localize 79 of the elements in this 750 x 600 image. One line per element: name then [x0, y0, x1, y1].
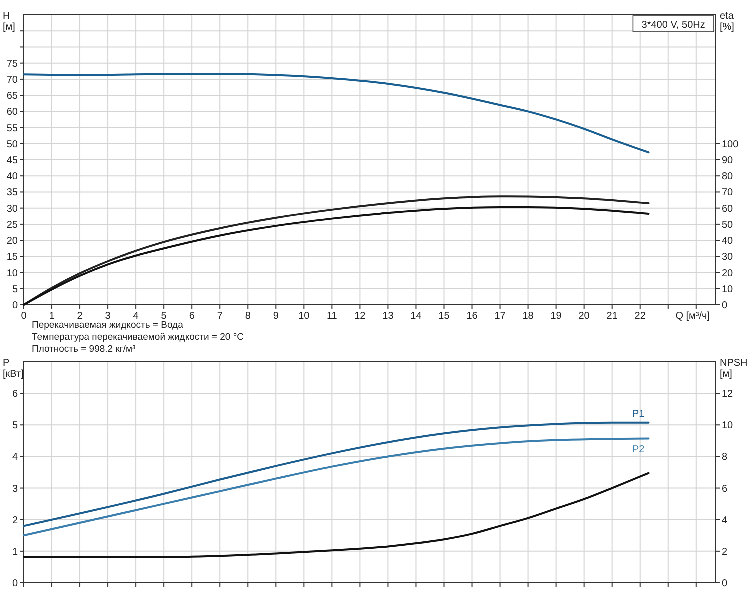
x-tick-label: 15	[438, 311, 450, 322]
y2-tick-label: 20	[722, 268, 734, 280]
x-tick-label: 6	[189, 311, 196, 322]
y2-tick-label: 0	[722, 300, 728, 312]
line-series	[23, 72, 650, 154]
x-tick-label: 11	[326, 311, 338, 322]
x-tick-label: 3	[105, 311, 112, 322]
y2-tick-label: 60	[722, 204, 734, 215]
y2-tick-label: 100	[722, 139, 740, 150]
x-tick-label: 4	[133, 311, 140, 322]
series-label: P1	[632, 408, 646, 420]
text: Температура перекачиваемой жидкости = 20 °C	[32, 332, 244, 343]
y-tick-label: 75	[6, 58, 18, 70]
line-series	[23, 422, 650, 528]
x-tick-label: 10	[298, 311, 310, 322]
y-tick-label: 0	[12, 300, 18, 312]
y2-tick-label: 50	[722, 220, 734, 231]
x-tick-label: 13	[382, 311, 394, 322]
y-tick-label: 15	[6, 252, 18, 264]
x-tick-label: 5	[161, 311, 168, 322]
y2-tick-label: 10	[722, 284, 734, 296]
y2-tick-label: 90	[722, 156, 734, 166]
x-tick-label: 2	[77, 311, 84, 322]
y-tick-label: 70	[6, 74, 18, 86]
y2-tick-label: 6	[722, 484, 728, 495]
y-tick-label: 50	[6, 139, 18, 150]
y2-axis-title: eta [%]	[720, 11, 735, 33]
y2-tick-label: 2	[722, 546, 728, 558]
x-tick-label: 19	[550, 311, 562, 322]
y-axis-title: P [кВт]	[3, 358, 24, 380]
x-tick-label: 1	[49, 311, 56, 322]
y-tick-label: 55	[6, 123, 18, 134]
y2-tick-label: 80	[722, 172, 734, 183]
x-tick-label: 8	[245, 311, 252, 322]
y-axis-title: H [м]	[3, 11, 16, 33]
x-tick-label: 12	[354, 311, 366, 322]
x-tick-label: 21	[606, 311, 618, 322]
text: Перекачиваемая жидкость = Вода	[32, 320, 184, 331]
y-tick-label: 4	[12, 452, 18, 464]
y-tick-label: 40	[6, 172, 18, 183]
y2-axis-title: NPSH [м]	[720, 358, 748, 380]
y2-tick-label: 12	[722, 389, 734, 400]
x-tick-label: 20	[578, 311, 590, 322]
y-tick-label: 30	[6, 204, 18, 215]
x-tick-label: 9	[273, 311, 280, 322]
y2-tick-label: 0	[722, 578, 728, 590]
series-label: P2	[632, 444, 646, 456]
x-axis-title: Q [м³/ч]	[676, 311, 710, 322]
y-tick-label: 25	[6, 220, 18, 231]
y2-tick-label: 30	[722, 252, 734, 264]
y-tick-label: 1	[12, 546, 18, 558]
x-tick-label: 18	[522, 311, 534, 322]
y-tick-label: 2	[12, 515, 18, 526]
y-tick-label: 6	[12, 389, 18, 400]
y2-tick-label: 10	[722, 420, 734, 432]
y-tick-label: 60	[6, 107, 18, 118]
y-tick-label: 5	[12, 284, 18, 296]
y-tick-label: 45	[6, 156, 18, 166]
y-tick-label: 20	[6, 236, 18, 248]
y2-tick-label: 8	[722, 452, 728, 464]
x-tick-label: 0	[21, 311, 28, 322]
y2-tick-label: 4	[722, 515, 728, 526]
text: Плотность = 998.2 кг/м³	[32, 344, 136, 355]
y-tick-label: 10	[6, 268, 18, 280]
x-tick-label: 14	[410, 311, 422, 322]
y-tick-label: 35	[6, 188, 18, 199]
y-tick-label: 0	[12, 578, 18, 590]
y-tick-label: 5	[12, 420, 18, 432]
annotation: 3*400 V, 50Hz	[642, 20, 706, 31]
x-tick-label: 22	[634, 311, 646, 322]
line-series	[23, 438, 650, 537]
y2-tick-label: 70	[722, 188, 734, 199]
x-tick-label: 16	[466, 311, 478, 322]
y-tick-label: 65	[6, 91, 18, 102]
x-tick-label: 7	[217, 311, 224, 322]
line-series	[23, 472, 650, 558]
y2-tick-label: 40	[722, 236, 734, 248]
x-tick-label: 17	[494, 311, 506, 322]
y-tick-label: 3	[12, 484, 18, 495]
